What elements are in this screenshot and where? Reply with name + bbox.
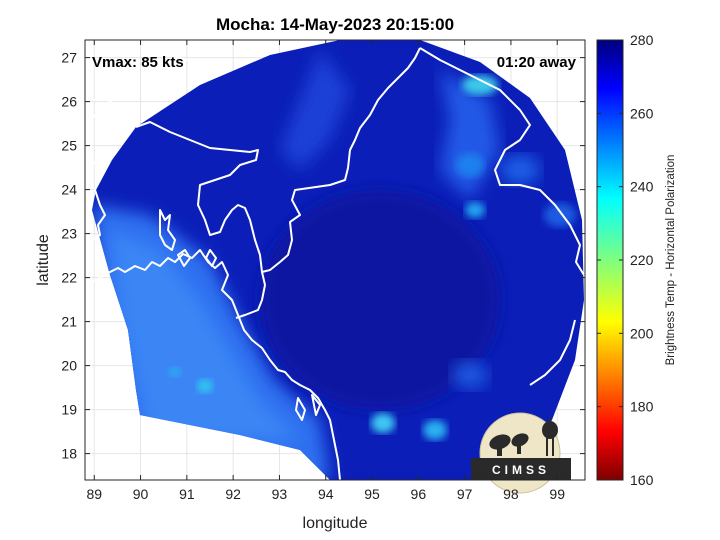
time-away-label: 01:20 away <box>497 54 577 71</box>
satellite-swath <box>92 40 584 480</box>
x-tick-label: 99 <box>549 486 565 502</box>
cimss-logo: CIMSS <box>471 412 571 494</box>
x-tick-label: 92 <box>225 486 241 502</box>
colorbar-tick-label: 280 <box>630 32 654 48</box>
y-ticks: 18 19 20 21 22 23 24 25 26 27 <box>61 50 585 462</box>
border-north <box>159 57 206 66</box>
y-tick-label: 20 <box>61 358 77 374</box>
x-tick-label: 96 <box>411 486 427 502</box>
colorbar-ticks: 160 180 200 220 240 260 280 <box>597 32 654 488</box>
y-tick-label: 25 <box>61 138 77 154</box>
coastlines <box>85 47 585 480</box>
border-bangladesh-india <box>135 47 421 273</box>
border-india-west <box>85 127 106 241</box>
coastline-west <box>91 249 341 480</box>
y-tick-label: 21 <box>61 314 77 330</box>
plot-title: Mocha: 14-May-2023 20:15:00 <box>216 15 454 34</box>
x-tick-label: 94 <box>318 486 334 502</box>
delta-island-3 <box>205 249 217 267</box>
coastal-island-1 <box>295 397 306 421</box>
x-tick-label: 89 <box>86 486 102 502</box>
x-tick-label: 90 <box>133 486 149 502</box>
x-tick-label: 91 <box>179 486 195 502</box>
logo-text: CIMSS <box>492 463 550 477</box>
y-tick-label: 27 <box>61 50 77 66</box>
colorbar-tick-label: 200 <box>630 325 654 341</box>
x-tick-label: 93 <box>272 486 288 502</box>
border-myanmar-west <box>235 271 266 319</box>
colorbar-tick-label: 180 <box>630 399 654 415</box>
x-tick-label: 98 <box>503 486 519 502</box>
vmax-label: Vmax: 85 kts <box>92 54 184 71</box>
coastal-island-2 <box>311 394 321 416</box>
x-ticks: 89 90 91 92 93 94 95 96 97 98 99 <box>86 40 565 502</box>
y-tick-label: 24 <box>61 182 77 198</box>
x-tick-label: 97 <box>457 486 473 502</box>
border-myanmar-india-east <box>419 47 585 276</box>
y-tick-label: 26 <box>61 94 77 110</box>
x-axis-label: longitude <box>303 515 368 532</box>
y-axis-label: latitude <box>35 234 52 286</box>
colorbar-tick-label: 160 <box>630 472 654 488</box>
x-tick-label: 95 <box>364 486 380 502</box>
colorbar-tick-label: 220 <box>630 252 654 268</box>
y-tick-label: 19 <box>61 402 77 418</box>
colorbar-tick-label: 240 <box>630 179 654 195</box>
delta-island-2 <box>177 249 191 267</box>
border-myanmar-east <box>529 319 576 386</box>
colorbar-label: Brightness Temp - Horizontal Polarizatio… <box>665 155 677 366</box>
border-north-west <box>85 94 116 119</box>
y-tick-label: 18 <box>61 446 77 462</box>
y-tick-label: 22 <box>61 270 77 286</box>
colorbar-tick-label: 260 <box>630 105 654 121</box>
delta-island-1 <box>159 209 176 251</box>
y-tick-label: 23 <box>61 226 77 242</box>
axes-border <box>84 39 586 481</box>
